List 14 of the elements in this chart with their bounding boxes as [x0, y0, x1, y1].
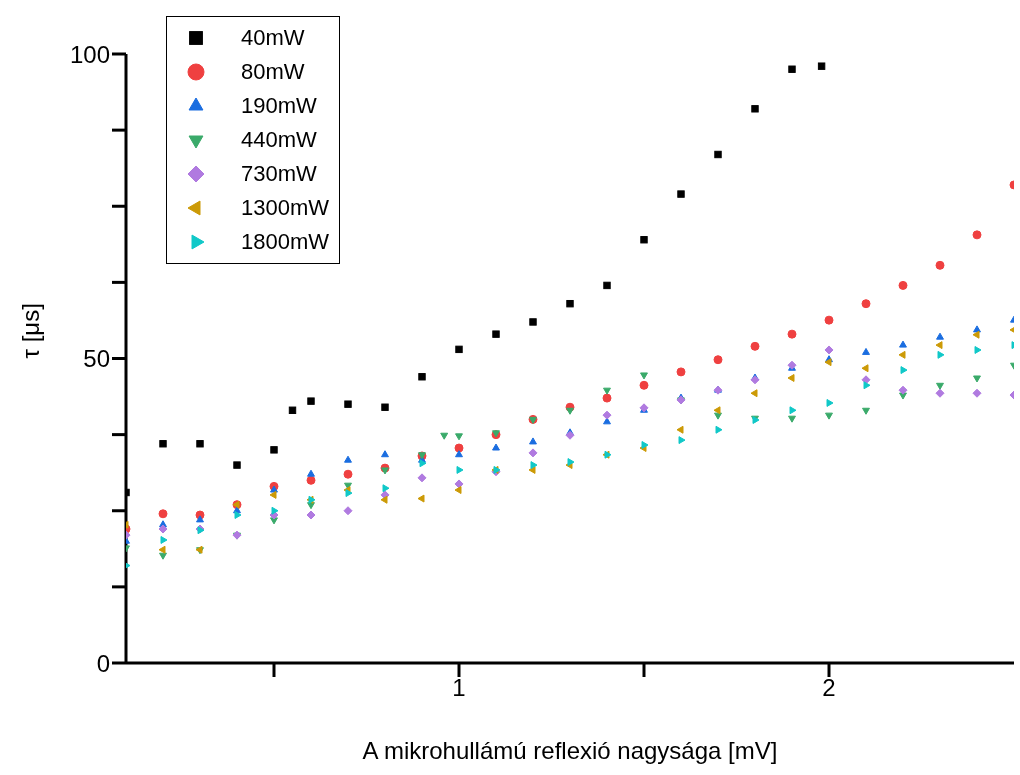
legend-label: 40mW	[241, 25, 305, 51]
x-axis-title: A mikrohullámú reflexió nagysága [mV]	[362, 737, 778, 764]
y-tick-label: 50	[83, 345, 110, 373]
legend-label: 80mW	[241, 59, 305, 85]
x-tick-label: 2	[822, 674, 836, 702]
legend-label: 1300mW	[241, 195, 330, 221]
legend-label: 190mW	[241, 93, 317, 119]
y-tick-label: 0	[96, 649, 110, 677]
y-tick-label: 100	[69, 40, 110, 68]
legend-label: 440mW	[241, 127, 317, 153]
legend-label: 1800mW	[241, 229, 330, 255]
x-tick-label: 1	[452, 674, 466, 702]
legend-label: 730mW	[241, 161, 317, 187]
y-axis-title: τ [μs]	[16, 303, 44, 359]
